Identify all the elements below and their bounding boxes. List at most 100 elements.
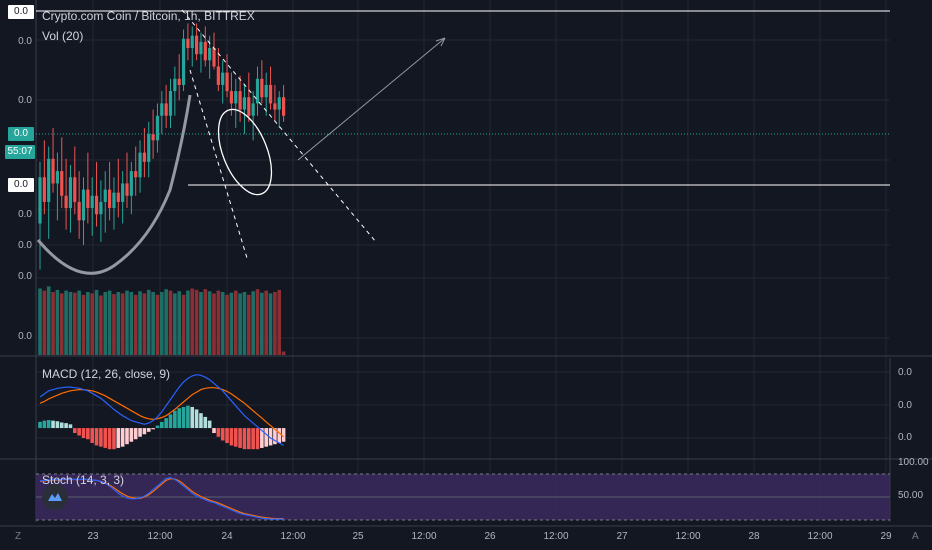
candle-body-47 — [242, 97, 247, 110]
projection-arrow-line — [297, 37, 446, 161]
candle-body-35 — [190, 35, 194, 49]
macd-hist-bar-20 — [125, 428, 129, 445]
candle-body-38 — [203, 41, 207, 61]
macd-line — [39, 374, 284, 446]
candle-body-36 — [195, 35, 199, 55]
x-axis-label-13: 29 — [880, 531, 892, 542]
macd-hist-bar-16 — [107, 428, 112, 450]
candle-body-5 — [60, 171, 64, 196]
candle-body-39 — [208, 48, 212, 61]
macd-hist-bar-47 — [242, 428, 247, 450]
macd-hist-bar-48 — [247, 428, 251, 450]
x-axis-label-8: 12:00 — [543, 531, 569, 542]
candle-body-28 — [160, 103, 164, 116]
volume-bar-34 — [186, 290, 190, 355]
volume-bar-16 — [107, 290, 112, 355]
candle-body-25 — [147, 134, 151, 162]
macd-hist-bar-37 — [199, 413, 203, 429]
macd-hist-bar-41 — [216, 428, 221, 437]
left-axis-label-1: 0.0 — [18, 36, 32, 47]
x-axis-label-12: 12:00 — [807, 531, 833, 542]
volume-bar-49 — [251, 291, 255, 355]
volume-bar-53 — [268, 293, 273, 355]
candle-body-29 — [164, 103, 168, 116]
tradingview-logo-icon[interactable] — [42, 484, 68, 510]
candle-body-9 — [77, 201, 81, 221]
candle-body-52 — [264, 84, 268, 98]
candle-body-7 — [68, 177, 73, 209]
volume-bar-19 — [120, 293, 125, 355]
stoch-label: Stoch (14, 3, 3) — [42, 473, 125, 487]
candle-body-56 — [282, 97, 286, 116]
volume-bar-9 — [77, 290, 81, 355]
volume-bar-32 — [177, 291, 181, 355]
candle-body-17 — [112, 192, 116, 209]
macd-signal-line — [39, 387, 284, 438]
candle-body-33 — [181, 38, 186, 85]
macd-hist-bar-49 — [251, 428, 255, 450]
countdown-badge: 55:07 — [5, 145, 35, 159]
volume-bar-23 — [138, 291, 142, 355]
volume-bar-5 — [59, 293, 64, 355]
candle-body-3 — [51, 158, 55, 184]
macd-hist-bar-31 — [173, 410, 177, 429]
zoom-reset-button[interactable]: Z — [15, 531, 22, 542]
auto-scale-button[interactable]: A — [912, 531, 919, 542]
left-axis-label-3: 0.0 — [18, 209, 32, 220]
macd-hist-bar-43 — [225, 428, 229, 443]
volume-bar-0 — [38, 288, 42, 355]
candle-body-37 — [199, 41, 203, 55]
candle-body-0 — [38, 177, 42, 224]
macd-hist-bar-39 — [207, 420, 212, 429]
x-axis-label-2: 12:00 — [147, 531, 173, 542]
macd-hist-bar-40 — [212, 428, 216, 434]
macd-hist-bar-33 — [181, 406, 186, 429]
volume-bar-37 — [199, 292, 203, 355]
candle-body-32 — [177, 78, 181, 85]
volume-bar-52 — [264, 290, 268, 355]
x-axis-label-7: 26 — [484, 531, 496, 542]
candle-body-16 — [108, 189, 112, 209]
candle-body-27 — [155, 115, 160, 141]
macd-axis-label-1: 0.0 — [898, 367, 912, 378]
macd-hist-bar-35 — [190, 406, 195, 429]
macd-hist-bar-25 — [146, 428, 151, 432]
macd-hist-bar-21 — [129, 428, 134, 442]
macd-hist-bar-42 — [220, 428, 225, 441]
candle-body-4 — [55, 171, 59, 184]
macd-hist-bar-32 — [177, 408, 181, 429]
candle-body-20 — [125, 183, 129, 196]
volume-bar-3 — [51, 292, 55, 355]
macd-hist-bar-19 — [120, 428, 125, 447]
candle-body-8 — [73, 177, 77, 202]
descending-trendline — [181, 9, 377, 243]
left-axis-label-2: 0.0 — [18, 95, 32, 106]
candle-body-30 — [168, 91, 173, 116]
macd-hist-bar-5 — [59, 422, 64, 429]
candle-body-26 — [151, 134, 155, 141]
macd-hist-bar-6 — [64, 423, 68, 429]
candle-body-11 — [86, 189, 90, 209]
x-axis-label-5: 25 — [352, 531, 364, 542]
candle-body-31 — [173, 78, 177, 92]
chart-title: Crypto.com Coin / Bitcoin, 1h, BITTREX — [42, 9, 255, 23]
volume-bar-15 — [103, 292, 108, 355]
macd-hist-bar-18 — [116, 428, 121, 448]
macd-label: MACD (12, 26, close, 9) — [42, 367, 171, 381]
macd-hist-bar-24 — [142, 428, 147, 435]
volume-bar-1 — [42, 290, 47, 355]
candle-body-51 — [260, 78, 264, 98]
volume-bar-38 — [203, 289, 208, 355]
volume-bar-39 — [207, 291, 212, 355]
candle-body-41 — [216, 66, 220, 85]
current-price-badge: 0.0 — [8, 127, 34, 141]
volume-bar-46 — [238, 293, 242, 355]
highlight-ellipse — [217, 108, 273, 196]
top-line-price-badge: 0.0 — [8, 5, 34, 19]
macd-hist-bar-15 — [103, 428, 108, 448]
candle-body-19 — [121, 183, 125, 202]
volume-bar-22 — [133, 294, 138, 355]
macd-hist-bar-44 — [229, 428, 234, 446]
candle-body-53 — [268, 84, 273, 104]
